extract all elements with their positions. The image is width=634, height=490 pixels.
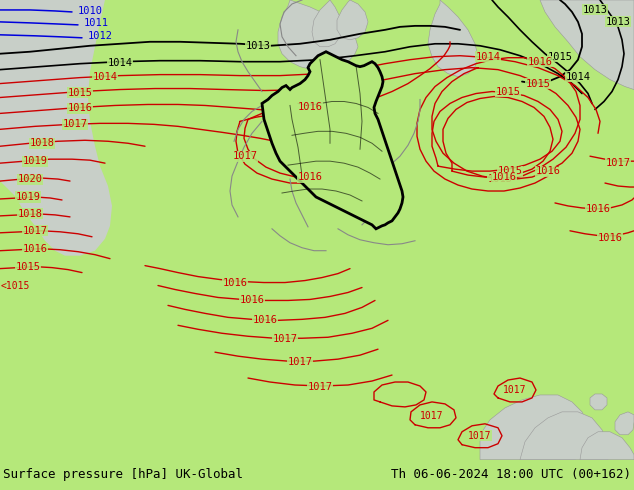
Text: 1013: 1013 (583, 5, 607, 15)
Text: 1016: 1016 (527, 57, 552, 67)
Text: 1016: 1016 (586, 204, 611, 214)
Polygon shape (615, 412, 634, 435)
Text: 1020: 1020 (18, 174, 42, 184)
Text: 1010: 1010 (77, 6, 103, 16)
Text: 1015: 1015 (548, 52, 573, 62)
Text: 1016: 1016 (223, 277, 247, 288)
Text: 1015: 1015 (496, 87, 521, 97)
Text: 1011: 1011 (84, 18, 108, 28)
Text: 1013: 1013 (605, 17, 630, 27)
Text: 1019: 1019 (22, 156, 48, 166)
Text: 1016: 1016 (491, 172, 517, 182)
Polygon shape (312, 0, 342, 47)
Polygon shape (480, 395, 588, 460)
Text: 1015: 1015 (488, 174, 512, 184)
Text: 1017: 1017 (63, 120, 87, 129)
Text: 1017: 1017 (605, 158, 630, 168)
Text: Surface pressure [hPa] UK-Global: Surface pressure [hPa] UK-Global (3, 468, 243, 481)
Text: 1017: 1017 (469, 431, 492, 441)
Text: 1016: 1016 (252, 316, 278, 325)
Text: 1016: 1016 (22, 244, 48, 254)
Text: 1014: 1014 (93, 72, 117, 82)
Text: 1018: 1018 (18, 209, 42, 219)
Text: 1017: 1017 (420, 411, 444, 421)
Polygon shape (580, 432, 634, 460)
Text: 1014: 1014 (476, 52, 500, 62)
Text: 1016: 1016 (597, 233, 623, 243)
Text: 1017: 1017 (273, 334, 297, 344)
Text: 1016: 1016 (536, 166, 560, 176)
Text: 1014: 1014 (108, 58, 133, 68)
Text: 1017: 1017 (287, 357, 313, 367)
Polygon shape (278, 0, 358, 70)
Text: 1012: 1012 (87, 31, 112, 41)
Text: 1017: 1017 (22, 226, 48, 236)
Text: 1019: 1019 (15, 192, 41, 202)
Polygon shape (428, 0, 478, 76)
Polygon shape (337, 0, 368, 40)
Text: <1015: <1015 (0, 280, 30, 291)
Text: Th 06-06-2024 18:00 UTC (00+162): Th 06-06-2024 18:00 UTC (00+162) (391, 468, 631, 481)
Text: 1017: 1017 (233, 151, 257, 161)
Text: 1015: 1015 (498, 166, 522, 176)
Text: 1015: 1015 (526, 78, 550, 89)
Text: 1015: 1015 (15, 262, 41, 271)
Text: 1014: 1014 (566, 72, 590, 82)
Polygon shape (590, 394, 607, 410)
Polygon shape (520, 412, 608, 460)
Polygon shape (540, 0, 634, 90)
Text: 1016: 1016 (67, 103, 93, 114)
Text: 1016: 1016 (297, 172, 323, 182)
Text: 1016: 1016 (297, 102, 323, 112)
Text: 1017: 1017 (503, 385, 527, 395)
Polygon shape (262, 52, 403, 229)
Text: 1018: 1018 (30, 138, 55, 148)
Polygon shape (0, 0, 50, 87)
Text: 1016: 1016 (240, 295, 264, 305)
Text: 1015: 1015 (67, 88, 93, 98)
Text: 1017: 1017 (307, 382, 332, 392)
Text: 1013: 1013 (245, 41, 271, 51)
Polygon shape (0, 0, 112, 256)
